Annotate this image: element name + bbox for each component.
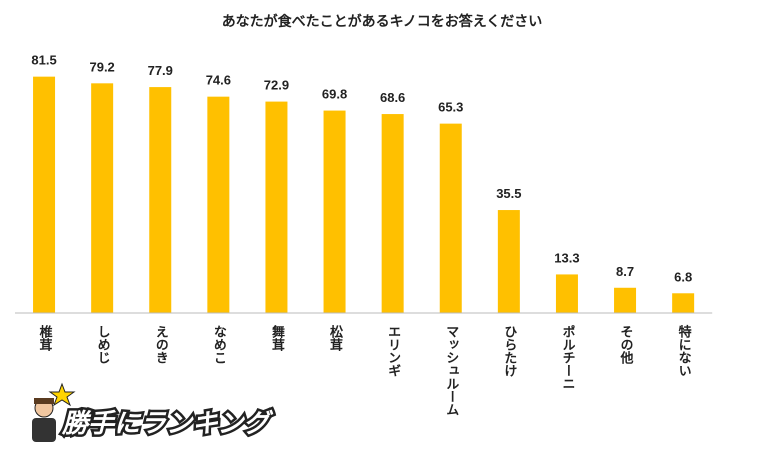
value-label: 65.3	[438, 100, 463, 115]
bar	[91, 83, 114, 313]
logo-star	[48, 382, 76, 407]
value-label: 81.5	[31, 53, 56, 68]
bar	[439, 123, 462, 313]
bar	[497, 210, 520, 313]
bar	[672, 293, 695, 313]
x-tick-label: 松茸	[327, 324, 343, 352]
value-label: 79.2	[89, 59, 114, 74]
bar	[265, 101, 288, 313]
x-tick-label: その他	[618, 325, 635, 365]
value-label: 6.8	[674, 269, 692, 284]
bar	[323, 110, 346, 313]
x-tick-label: しめじ	[95, 325, 111, 364]
bar	[381, 114, 404, 313]
x-tick-label: ひらたけ	[501, 325, 516, 377]
value-label: 35.5	[496, 186, 521, 201]
logo-body	[32, 418, 56, 442]
logo: 勝手にランキング	[32, 382, 277, 442]
logo-text: 勝手にランキング	[61, 409, 274, 439]
value-label: 8.7	[616, 264, 634, 279]
value-label: 74.6	[206, 73, 231, 88]
bar	[149, 87, 172, 313]
value-label: 72.9	[264, 78, 289, 93]
logo-hair	[34, 398, 54, 404]
x-tick-label: エリンギ	[385, 325, 401, 377]
value-label: 13.3	[554, 250, 579, 265]
bar	[555, 274, 578, 313]
value-label: 69.8	[322, 87, 347, 102]
bar	[207, 96, 230, 313]
x-tick-label: えのき	[153, 325, 168, 364]
x-tick-label: なめこ	[211, 325, 227, 364]
x-tick-label: ポルチーニ	[559, 324, 575, 390]
bar	[614, 287, 637, 313]
value-label: 68.6	[380, 90, 405, 105]
x-tick-label: 特にない	[676, 324, 692, 377]
value-label: 77.9	[148, 63, 173, 78]
x-tick-label: 舞茸	[269, 324, 286, 352]
chart-title: あなたが食べたことがあるキノコをお答えください	[222, 13, 543, 30]
x-tick-label: マッシュルーム	[443, 325, 459, 416]
x-tick-label: 椎茸	[37, 324, 53, 352]
bar	[33, 76, 56, 314]
